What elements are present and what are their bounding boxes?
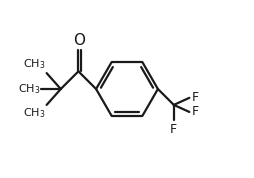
Text: O: O: [73, 33, 86, 48]
Text: CH$_3$: CH$_3$: [18, 82, 40, 96]
Text: F: F: [192, 91, 199, 104]
Text: CH$_3$: CH$_3$: [23, 107, 46, 121]
Text: CH$_3$: CH$_3$: [23, 57, 46, 71]
Text: F: F: [192, 105, 199, 119]
Text: F: F: [170, 123, 177, 136]
